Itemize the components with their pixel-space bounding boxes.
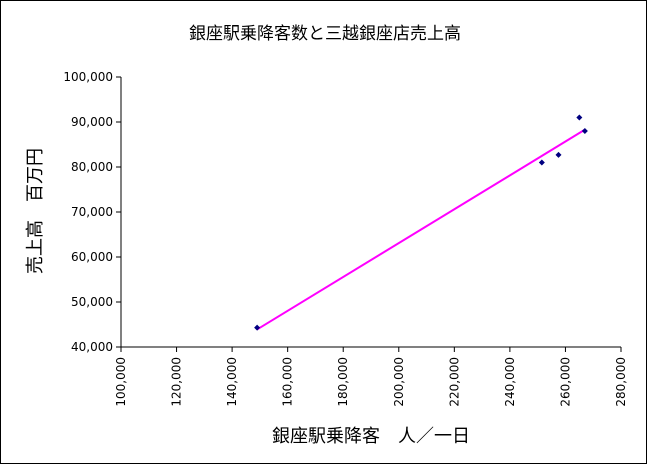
- data-point: [581, 128, 588, 134]
- x-tick-label: 140,000: [225, 357, 239, 407]
- y-tick-label: 100,000: [63, 70, 113, 84]
- y-tick-label: 80,000: [71, 160, 113, 174]
- y-tick-label: 90,000: [71, 115, 113, 129]
- trendline: [256, 128, 586, 331]
- x-axis-ticks: 100,000 120,000 140,000 160,000 180,000 200,0…: [114, 347, 628, 407]
- y-tick-label: 40,000: [71, 340, 113, 354]
- x-tick-label: 220,000: [447, 357, 461, 407]
- x-tick-label: 180,000: [336, 357, 350, 407]
- y-tick-label: 50,000: [71, 295, 113, 309]
- x-tick-label: 100,000: [114, 357, 128, 407]
- y-tick-label: 70,000: [71, 205, 113, 219]
- x-tick-label: 120,000: [170, 357, 184, 407]
- chart-title: 銀座駅乗降客数と三越銀座店売上高: [189, 24, 461, 44]
- x-axis-title: 銀座駅乗降客 人／一日: [272, 426, 470, 447]
- x-tick-label: 200,000: [392, 357, 406, 407]
- y-tick-label: 60,000: [71, 250, 113, 264]
- y-axis-title: 売上高 百万円: [25, 148, 46, 274]
- x-tick-label: 260,000: [558, 357, 572, 407]
- x-tick-label: 240,000: [503, 357, 517, 407]
- y-axis-ticks: 40,000 50,000 60,000 70,000 80,000 90,000 100,…: [63, 70, 121, 354]
- x-tick-label: 160,000: [281, 357, 295, 407]
- data-point: [254, 324, 261, 331]
- data-point: [538, 159, 545, 166]
- data-point: [576, 114, 583, 121]
- data-points: [254, 114, 588, 331]
- data-point: [555, 151, 562, 158]
- x-tick-label: 280,000: [614, 357, 628, 407]
